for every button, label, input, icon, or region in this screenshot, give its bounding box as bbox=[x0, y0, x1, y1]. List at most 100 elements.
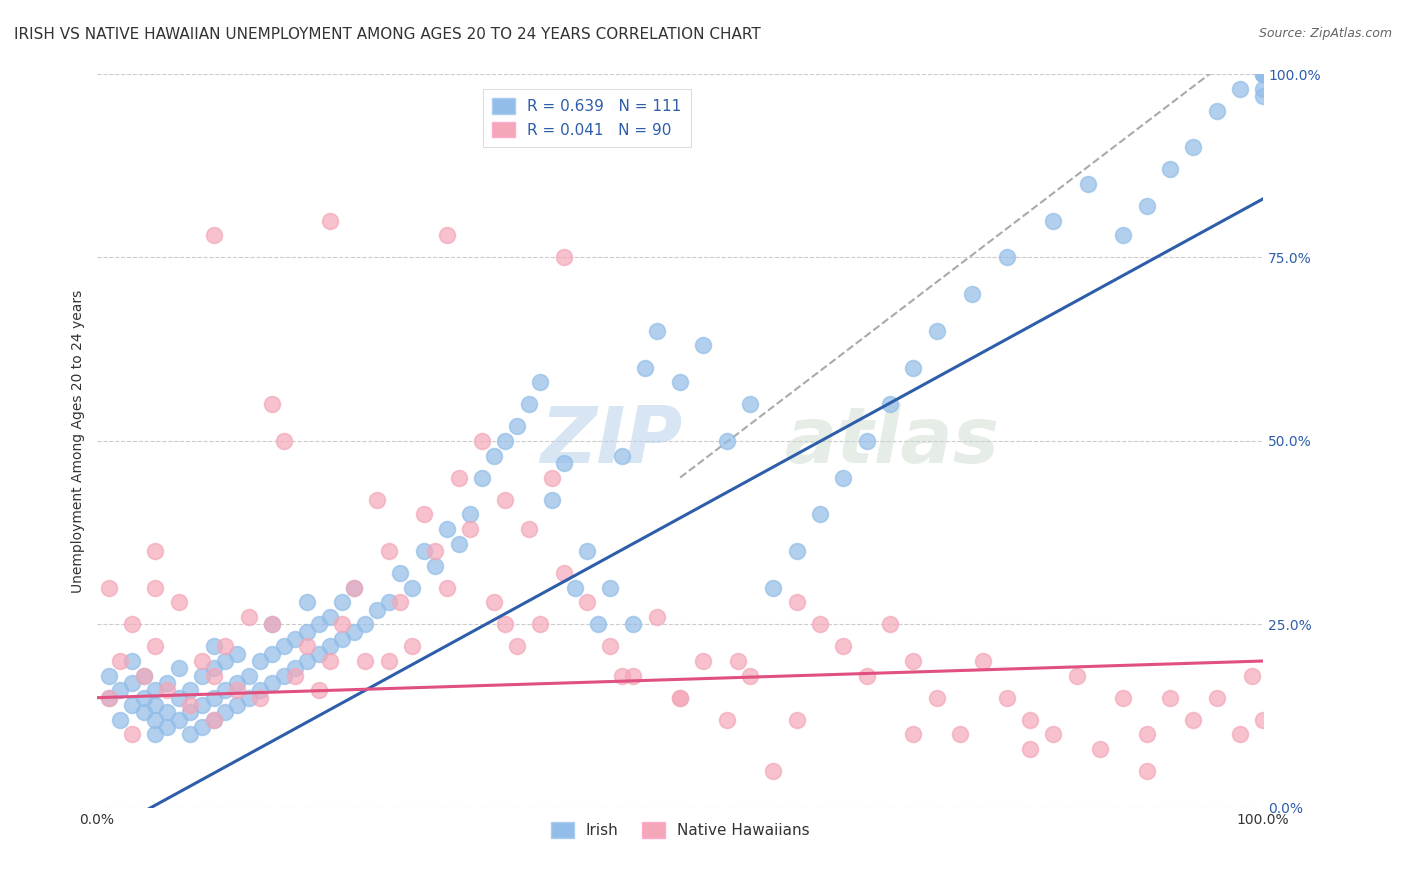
Point bbox=[260, 647, 283, 661]
Point bbox=[494, 617, 516, 632]
Point bbox=[494, 492, 516, 507]
Point bbox=[879, 397, 901, 411]
Point bbox=[354, 617, 377, 632]
Point bbox=[156, 706, 179, 720]
Point bbox=[471, 434, 494, 448]
Point bbox=[330, 632, 353, 646]
Point bbox=[1066, 668, 1088, 682]
Point bbox=[191, 720, 214, 734]
Point bbox=[692, 338, 714, 352]
Point bbox=[214, 654, 236, 668]
Point bbox=[808, 508, 831, 522]
Point bbox=[389, 595, 412, 609]
Point bbox=[179, 683, 201, 698]
Point bbox=[191, 654, 214, 668]
Point bbox=[284, 668, 307, 682]
Point bbox=[995, 251, 1018, 265]
Point bbox=[202, 661, 225, 675]
Point bbox=[342, 624, 364, 639]
Point bbox=[132, 668, 155, 682]
Point bbox=[156, 683, 179, 698]
Point bbox=[669, 375, 692, 389]
Point bbox=[1251, 67, 1274, 81]
Point bbox=[377, 595, 399, 609]
Point bbox=[260, 676, 283, 690]
Point bbox=[1182, 140, 1205, 154]
Point bbox=[143, 683, 166, 698]
Point bbox=[925, 324, 948, 338]
Point bbox=[727, 654, 749, 668]
Point bbox=[202, 228, 225, 243]
Point bbox=[553, 456, 575, 470]
Point bbox=[295, 654, 318, 668]
Point bbox=[494, 434, 516, 448]
Point bbox=[1042, 213, 1064, 227]
Point bbox=[575, 544, 598, 558]
Point bbox=[273, 640, 295, 654]
Point bbox=[436, 522, 458, 536]
Point bbox=[366, 602, 388, 616]
Point bbox=[132, 706, 155, 720]
Point bbox=[903, 727, 925, 741]
Point bbox=[786, 713, 808, 727]
Point bbox=[121, 617, 143, 632]
Point bbox=[436, 228, 458, 243]
Point bbox=[1182, 713, 1205, 727]
Point bbox=[645, 324, 668, 338]
Point bbox=[401, 640, 423, 654]
Point bbox=[249, 683, 271, 698]
Point bbox=[249, 654, 271, 668]
Text: ZIP: ZIP bbox=[540, 403, 682, 479]
Point bbox=[1229, 727, 1251, 741]
Point bbox=[855, 434, 877, 448]
Point bbox=[284, 661, 307, 675]
Point bbox=[143, 640, 166, 654]
Point bbox=[1251, 67, 1274, 81]
Point bbox=[330, 617, 353, 632]
Point bbox=[260, 617, 283, 632]
Point bbox=[610, 449, 633, 463]
Point bbox=[167, 595, 190, 609]
Point bbox=[588, 617, 610, 632]
Point bbox=[738, 397, 761, 411]
Point bbox=[1136, 727, 1159, 741]
Point bbox=[167, 661, 190, 675]
Point bbox=[273, 668, 295, 682]
Point bbox=[191, 668, 214, 682]
Point bbox=[762, 764, 785, 778]
Point bbox=[295, 640, 318, 654]
Point bbox=[389, 566, 412, 580]
Point bbox=[214, 683, 236, 698]
Point bbox=[308, 683, 330, 698]
Point bbox=[1019, 713, 1042, 727]
Point bbox=[506, 419, 529, 434]
Point bbox=[716, 713, 738, 727]
Point bbox=[1112, 690, 1135, 705]
Point bbox=[377, 654, 399, 668]
Point bbox=[202, 713, 225, 727]
Point bbox=[517, 397, 540, 411]
Point bbox=[425, 544, 447, 558]
Point bbox=[738, 668, 761, 682]
Point bbox=[506, 640, 529, 654]
Point bbox=[972, 654, 994, 668]
Point bbox=[132, 690, 155, 705]
Point bbox=[1251, 713, 1274, 727]
Point bbox=[669, 690, 692, 705]
Point bbox=[786, 544, 808, 558]
Point bbox=[121, 727, 143, 741]
Point bbox=[308, 617, 330, 632]
Point bbox=[295, 595, 318, 609]
Point bbox=[1159, 162, 1181, 177]
Point bbox=[692, 654, 714, 668]
Point bbox=[97, 690, 120, 705]
Point bbox=[1251, 67, 1274, 81]
Point bbox=[132, 668, 155, 682]
Point bbox=[366, 492, 388, 507]
Point bbox=[238, 668, 260, 682]
Point bbox=[564, 581, 586, 595]
Point bbox=[412, 544, 434, 558]
Point bbox=[143, 727, 166, 741]
Point bbox=[342, 581, 364, 595]
Point bbox=[575, 595, 598, 609]
